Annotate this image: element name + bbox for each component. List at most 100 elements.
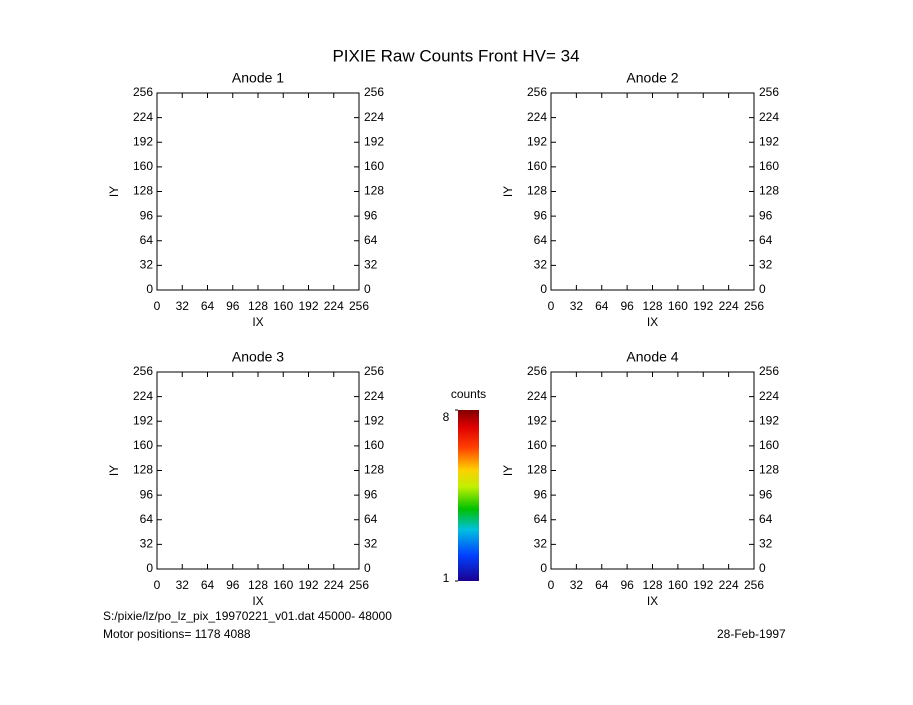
x-tick-label: 128 xyxy=(248,299,268,313)
y-tick-label: 160 xyxy=(133,438,153,452)
panel-title: Anode 1 xyxy=(232,70,284,86)
plot-frame xyxy=(156,371,360,570)
x-tick-label: 0 xyxy=(154,299,161,313)
x-tick-label: 96 xyxy=(226,578,240,592)
x-tick-label: 256 xyxy=(349,299,369,313)
y-tick-label: 32 xyxy=(140,258,154,272)
colorbar-tick-label: 1 xyxy=(443,571,450,585)
y-tick-label: 64 xyxy=(140,233,154,247)
y-axis-label: IY xyxy=(107,186,121,197)
y-tick-label: 128 xyxy=(133,184,153,198)
y2-tick-label: 160 xyxy=(759,159,779,173)
y-tick-label: 192 xyxy=(527,134,547,148)
y-tick-label: 192 xyxy=(133,134,153,148)
y-tick-label: 256 xyxy=(527,85,547,99)
y2-tick-label: 64 xyxy=(364,512,378,526)
y2-tick-label: 128 xyxy=(759,184,779,198)
x-tick-label: 64 xyxy=(595,299,609,313)
y2-tick-label: 32 xyxy=(364,537,378,551)
y2-tick-label: 32 xyxy=(759,258,773,272)
x-tick-label: 192 xyxy=(693,299,713,313)
y2-tick-label: 0 xyxy=(759,282,766,296)
x-tick-label: 256 xyxy=(744,578,764,592)
y2-tick-label: 160 xyxy=(364,159,384,173)
y2-tick-label: 256 xyxy=(364,85,384,99)
x-tick-label: 128 xyxy=(642,578,662,592)
y-axis-label: IY xyxy=(107,465,121,476)
y-tick-label: 0 xyxy=(540,282,547,296)
x-tick-label: 160 xyxy=(668,299,688,313)
x-tick-label: 32 xyxy=(176,299,190,313)
y-tick-label: 160 xyxy=(133,159,153,173)
plot-frame xyxy=(550,92,755,291)
y2-tick-label: 224 xyxy=(759,110,779,124)
y2-tick-label: 256 xyxy=(759,85,779,99)
x-tick-label: 224 xyxy=(324,578,344,592)
x-tick-label: 224 xyxy=(719,578,739,592)
y-tick-label: 64 xyxy=(534,233,548,247)
y-tick-label: 128 xyxy=(527,463,547,477)
x-tick-label: 64 xyxy=(595,578,609,592)
x-axis-label: IX xyxy=(252,594,263,608)
x-tick-label: 160 xyxy=(273,299,293,313)
y2-tick-label: 64 xyxy=(759,512,773,526)
y-tick-label: 96 xyxy=(534,208,548,222)
x-tick-label: 32 xyxy=(570,299,584,313)
y-tick-label: 0 xyxy=(540,561,547,575)
y-tick-label: 224 xyxy=(527,389,547,403)
x-tick-label: 96 xyxy=(620,578,634,592)
x-axis-label: IX xyxy=(647,594,658,608)
y-tick-label: 96 xyxy=(140,487,154,501)
x-tick-label: 160 xyxy=(668,578,688,592)
x-tick-label: 192 xyxy=(693,578,713,592)
plot-frame xyxy=(156,92,360,291)
y-tick-label: 160 xyxy=(527,159,547,173)
x-tick-label: 32 xyxy=(176,578,190,592)
x-tick-label: 0 xyxy=(154,578,161,592)
y2-tick-label: 96 xyxy=(364,208,378,222)
y-tick-label: 32 xyxy=(534,258,548,272)
y-tick-label: 64 xyxy=(534,512,548,526)
x-tick-label: 64 xyxy=(201,299,215,313)
panel-title: Anode 2 xyxy=(626,70,678,86)
y2-tick-label: 32 xyxy=(364,258,378,272)
y-tick-label: 192 xyxy=(133,413,153,427)
y2-tick-label: 96 xyxy=(759,487,773,501)
x-tick-label: 32 xyxy=(570,578,584,592)
x-tick-label: 224 xyxy=(324,299,344,313)
y-tick-label: 64 xyxy=(140,512,154,526)
x-tick-label: 192 xyxy=(298,299,318,313)
y2-tick-label: 224 xyxy=(364,110,384,124)
y-tick-label: 96 xyxy=(534,487,548,501)
y2-tick-label: 160 xyxy=(759,438,779,452)
y-tick-label: 224 xyxy=(527,110,547,124)
y-tick-label: 256 xyxy=(527,364,547,378)
y2-tick-label: 128 xyxy=(759,463,779,477)
y-tick-label: 96 xyxy=(140,208,154,222)
y2-tick-label: 224 xyxy=(364,389,384,403)
plot-frame xyxy=(550,371,755,570)
y-tick-label: 0 xyxy=(146,561,153,575)
x-tick-label: 256 xyxy=(744,299,764,313)
x-tick-label: 64 xyxy=(201,578,215,592)
y2-tick-label: 192 xyxy=(364,134,384,148)
y-axis-label: IY xyxy=(501,465,515,476)
y-tick-label: 128 xyxy=(527,184,547,198)
panel-title: Anode 3 xyxy=(232,349,284,365)
colorbar xyxy=(458,410,479,581)
file-info: S:/pixie/lz/po_lz_pix_19970221_v01.dat 4… xyxy=(103,609,392,623)
y2-tick-label: 0 xyxy=(364,561,371,575)
y2-tick-label: 192 xyxy=(759,413,779,427)
x-tick-label: 224 xyxy=(719,299,739,313)
colorbar-tick-label: 8 xyxy=(443,410,450,424)
date: 28-Feb-1997 xyxy=(717,627,786,641)
x-tick-label: 128 xyxy=(248,578,268,592)
colorbar-title: counts xyxy=(451,387,486,401)
y2-tick-label: 32 xyxy=(759,537,773,551)
panel-title: Anode 4 xyxy=(626,349,678,365)
x-tick-label: 0 xyxy=(548,299,555,313)
x-tick-label: 96 xyxy=(226,299,240,313)
